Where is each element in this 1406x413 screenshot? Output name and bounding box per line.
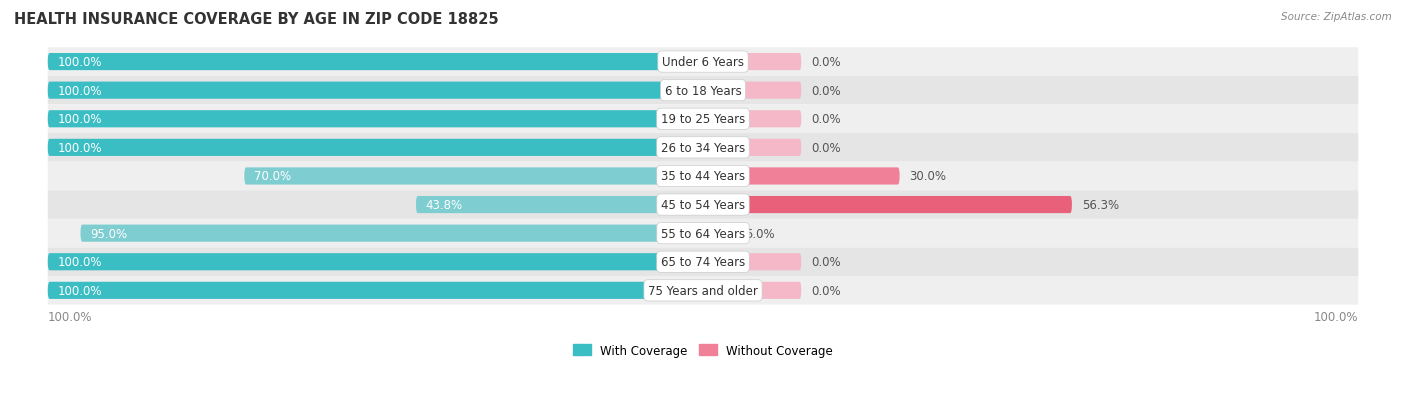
Text: 0.0%: 0.0% xyxy=(811,284,841,297)
Text: 5.0%: 5.0% xyxy=(745,227,775,240)
Text: 100.0%: 100.0% xyxy=(58,85,103,97)
Text: 6 to 18 Years: 6 to 18 Years xyxy=(665,85,741,97)
Text: 30.0%: 30.0% xyxy=(910,170,946,183)
Text: 65 to 74 Years: 65 to 74 Years xyxy=(661,256,745,268)
Text: 100.0%: 100.0% xyxy=(58,142,103,154)
Text: 0.0%: 0.0% xyxy=(811,56,841,69)
Text: 35 to 44 Years: 35 to 44 Years xyxy=(661,170,745,183)
Text: 0.0%: 0.0% xyxy=(811,142,841,154)
FancyBboxPatch shape xyxy=(48,162,1358,191)
FancyBboxPatch shape xyxy=(48,111,703,128)
FancyBboxPatch shape xyxy=(48,282,703,299)
FancyBboxPatch shape xyxy=(48,82,703,100)
Text: 0.0%: 0.0% xyxy=(811,85,841,97)
Text: 100.0%: 100.0% xyxy=(58,56,103,69)
FancyBboxPatch shape xyxy=(703,140,801,157)
Text: 45 to 54 Years: 45 to 54 Years xyxy=(661,199,745,211)
Text: Source: ZipAtlas.com: Source: ZipAtlas.com xyxy=(1281,12,1392,22)
Text: 100.0%: 100.0% xyxy=(58,284,103,297)
FancyBboxPatch shape xyxy=(48,276,1358,305)
FancyBboxPatch shape xyxy=(703,111,801,128)
FancyBboxPatch shape xyxy=(703,225,735,242)
Text: 26 to 34 Years: 26 to 34 Years xyxy=(661,142,745,154)
Text: HEALTH INSURANCE COVERAGE BY AGE IN ZIP CODE 18825: HEALTH INSURANCE COVERAGE BY AGE IN ZIP … xyxy=(14,12,499,27)
Legend: With Coverage, Without Coverage: With Coverage, Without Coverage xyxy=(568,339,838,362)
Text: 19 to 25 Years: 19 to 25 Years xyxy=(661,113,745,126)
FancyBboxPatch shape xyxy=(48,54,703,71)
FancyBboxPatch shape xyxy=(703,254,801,271)
FancyBboxPatch shape xyxy=(48,191,1358,219)
FancyBboxPatch shape xyxy=(48,254,703,271)
Text: 70.0%: 70.0% xyxy=(254,170,291,183)
Text: 56.3%: 56.3% xyxy=(1081,199,1119,211)
Text: 95.0%: 95.0% xyxy=(90,227,128,240)
Text: 100.0%: 100.0% xyxy=(58,256,103,268)
Text: Under 6 Years: Under 6 Years xyxy=(662,56,744,69)
FancyBboxPatch shape xyxy=(416,197,703,214)
FancyBboxPatch shape xyxy=(703,54,801,71)
Text: 75 Years and older: 75 Years and older xyxy=(648,284,758,297)
Text: 100.0%: 100.0% xyxy=(48,310,93,323)
Text: 100.0%: 100.0% xyxy=(1313,310,1358,323)
FancyBboxPatch shape xyxy=(245,168,703,185)
Text: 0.0%: 0.0% xyxy=(811,256,841,268)
Text: 43.8%: 43.8% xyxy=(426,199,463,211)
Text: 0.0%: 0.0% xyxy=(811,113,841,126)
FancyBboxPatch shape xyxy=(48,248,1358,276)
FancyBboxPatch shape xyxy=(48,140,703,157)
FancyBboxPatch shape xyxy=(703,282,801,299)
Text: 55 to 64 Years: 55 to 64 Years xyxy=(661,227,745,240)
FancyBboxPatch shape xyxy=(703,197,1071,214)
FancyBboxPatch shape xyxy=(703,168,900,185)
FancyBboxPatch shape xyxy=(48,219,1358,248)
FancyBboxPatch shape xyxy=(48,77,1358,105)
FancyBboxPatch shape xyxy=(48,134,1358,162)
FancyBboxPatch shape xyxy=(80,225,703,242)
FancyBboxPatch shape xyxy=(703,82,801,100)
FancyBboxPatch shape xyxy=(48,105,1358,134)
Text: 100.0%: 100.0% xyxy=(58,113,103,126)
FancyBboxPatch shape xyxy=(48,48,1358,77)
